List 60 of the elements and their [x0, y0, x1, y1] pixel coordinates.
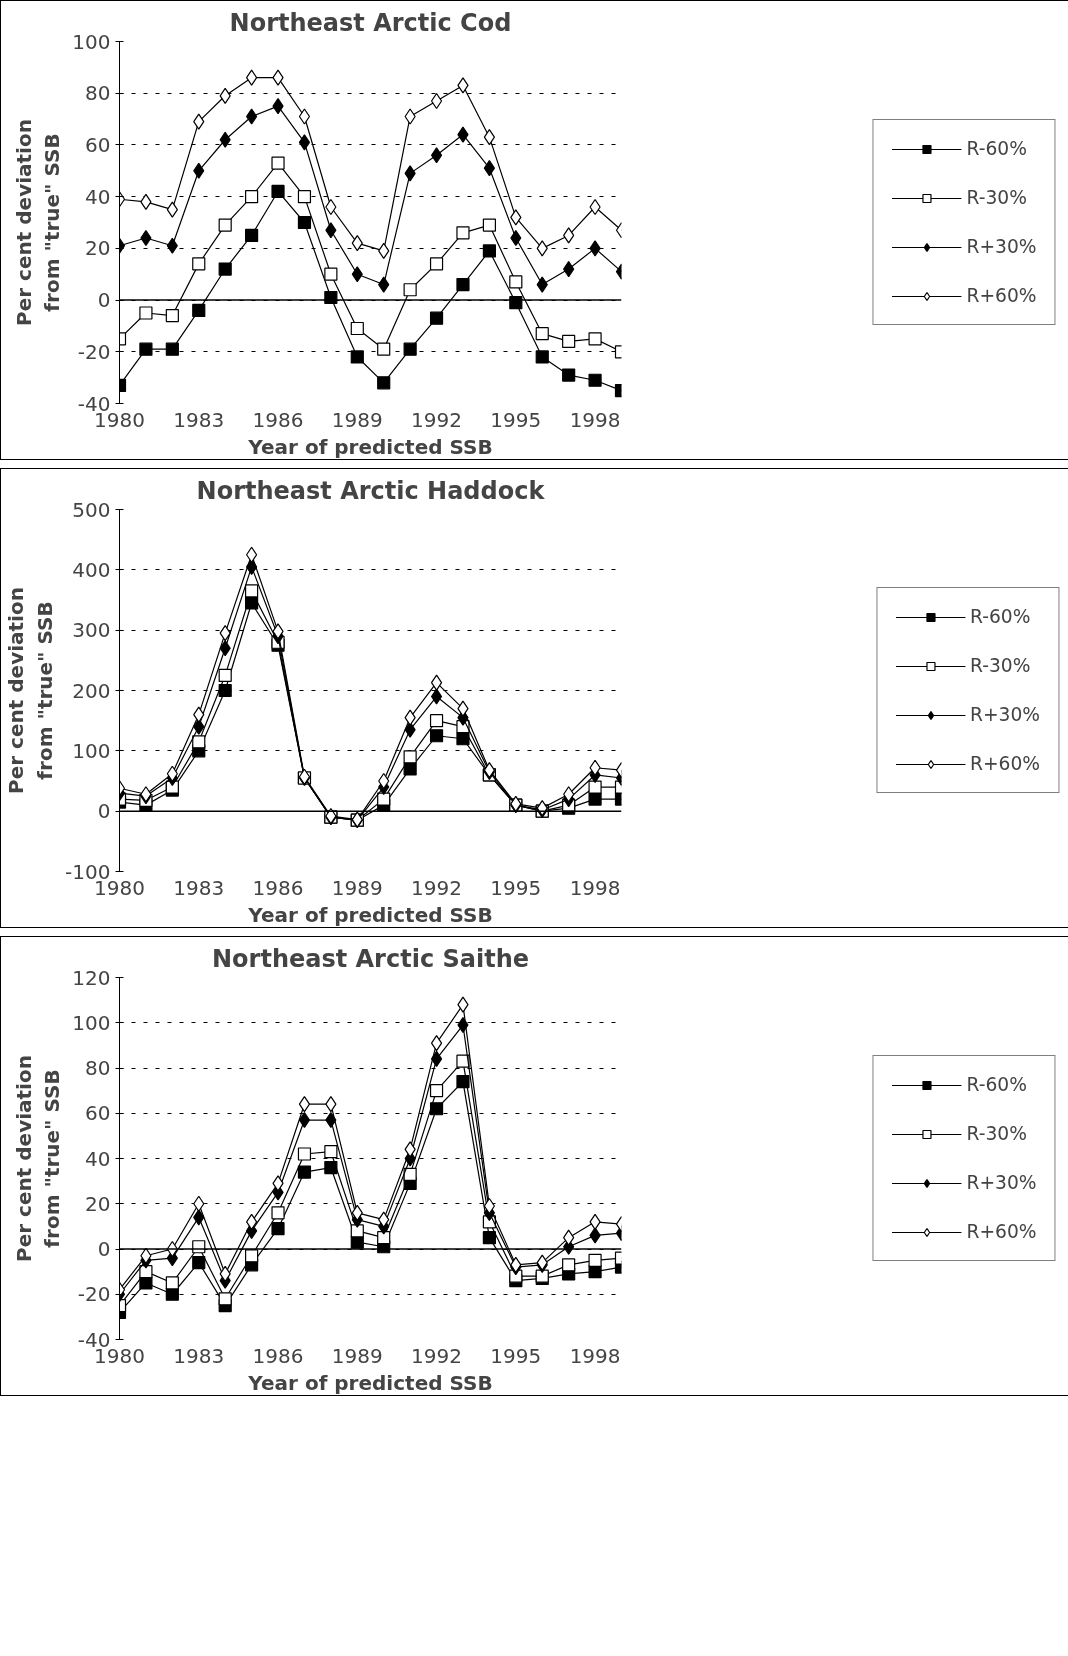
y-tick-label: 0: [97, 1237, 111, 1261]
y-tick-label: 80: [85, 81, 111, 106]
x-tick-label: 1989: [331, 407, 383, 432]
x-tick-label: 1986: [252, 1343, 304, 1368]
y-tick-label: -20: [77, 339, 111, 364]
x-tick-label: 1998: [569, 875, 621, 900]
x-tick-label: 1992: [411, 1343, 463, 1368]
y-tick-label: 40: [85, 184, 111, 209]
y-tick-label: 500: [72, 497, 111, 522]
y-axis-title: Per cent deviation from "true" SSB: [11, 1055, 65, 1262]
y-tick-label: 120: [72, 965, 111, 990]
y-tick-label: 400: [72, 557, 111, 582]
legend-label: R-60%: [966, 138, 1027, 159]
x-tick-label: 1989: [331, 875, 383, 900]
y-tick-label: 100: [72, 29, 111, 54]
y-tick-label: 300: [72, 618, 111, 643]
x-tick-label: 1983: [173, 875, 225, 900]
y-tick-label: 60: [85, 132, 111, 157]
x-tick-label: 1998: [569, 407, 621, 432]
chart-title: Northeast Arctic Cod: [229, 8, 512, 37]
y-tick-label: 40: [85, 1146, 111, 1171]
y-tick-label: 20: [85, 236, 111, 261]
legend-label: R+60%: [969, 753, 1041, 774]
y-tick-label: 60: [85, 1101, 111, 1126]
y-tick-label: 0: [97, 288, 111, 313]
legend-label: R-60%: [969, 606, 1031, 627]
legend-label: R+60%: [966, 1221, 1037, 1242]
legend-label: R+30%: [969, 704, 1041, 725]
legend-label: R-30%: [966, 1123, 1027, 1144]
chart-title: Northeast Arctic Saithe: [211, 944, 530, 973]
x-tick-label: 1995: [490, 1343, 542, 1368]
x-tick-label: 1992: [411, 407, 463, 432]
x-tick-label: 1992: [411, 875, 463, 900]
y-tick-label: 20: [85, 1191, 111, 1216]
x-tick-label: 1995: [490, 407, 542, 432]
y-tick-label: 100: [72, 1010, 111, 1035]
legend-label: R-30%: [969, 655, 1031, 676]
legend-label: R+60%: [966, 285, 1037, 306]
x-tick-label: 1986: [252, 407, 304, 432]
x-tick-label: 1989: [331, 1343, 383, 1368]
x-tick-label: 1983: [173, 1343, 225, 1368]
y-tick-label: 0: [97, 799, 111, 824]
y-tick-label: 80: [85, 1056, 111, 1080]
chart-title: Northeast Arctic Haddock: [196, 476, 546, 505]
y-tick-label: -20: [77, 1282, 111, 1307]
x-tick-label: 1998: [569, 1343, 621, 1368]
y-tick-label: 100: [72, 738, 111, 763]
x-tick-label: 1995: [490, 875, 542, 900]
x-axis-title: Year of predicted SSB: [247, 1370, 493, 1395]
x-axis-title: Year of predicted SSB: [247, 434, 493, 459]
x-tick-label: 1986: [252, 875, 304, 900]
legend-label: R+30%: [966, 1172, 1037, 1193]
legend-label: R-30%: [966, 187, 1027, 208]
x-axis-title: Year of predicted SSB: [247, 902, 493, 927]
x-tick-label: 1983: [173, 407, 225, 432]
y-axis-title: Per cent deviation from "true" SSB: [4, 587, 58, 794]
y-tick-label: 200: [72, 678, 111, 703]
legend-label: R+30%: [966, 236, 1037, 257]
y-axis-title: Per cent deviation from "true" SSB: [11, 119, 65, 326]
legend-label: R-60%: [966, 1074, 1027, 1095]
